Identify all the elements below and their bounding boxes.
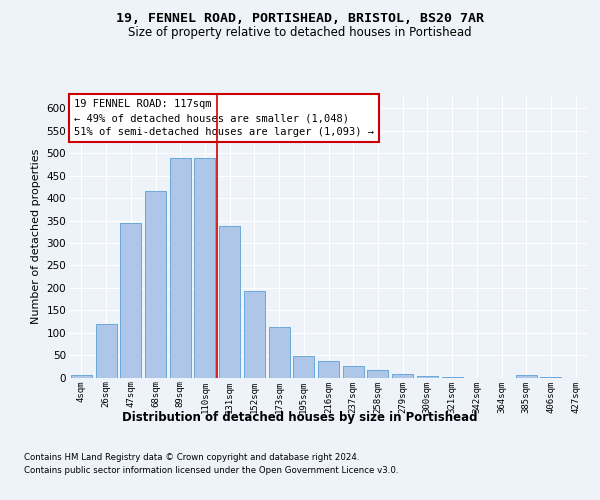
Bar [219,226,240,378]
Text: Size of property relative to detached houses in Portishead: Size of property relative to detached ho… [128,26,472,39]
Text: 19 FENNEL ROAD: 117sqm
← 49% of detached houses are smaller (1,048)
51% of semi-: 19 FENNEL ROAD: 117sqm ← 49% of detached… [74,99,374,137]
Bar [269,328,290,378]
Text: Distribution of detached houses by size in Portishead: Distribution of detached houses by size … [122,411,478,424]
Bar [71,376,92,378]
Y-axis label: Number of detached properties: Number of detached properties [31,148,41,324]
Bar [318,362,339,378]
Bar [293,356,314,378]
Bar [392,374,413,378]
Bar [145,192,166,378]
Text: 19, FENNEL ROAD, PORTISHEAD, BRISTOL, BS20 7AR: 19, FENNEL ROAD, PORTISHEAD, BRISTOL, BS… [116,12,484,26]
Bar [516,376,537,378]
Bar [417,376,438,378]
Text: Contains public sector information licensed under the Open Government Licence v3: Contains public sector information licen… [24,466,398,475]
Bar [95,324,116,378]
Bar [170,158,191,378]
Bar [120,223,141,378]
Bar [343,366,364,378]
Bar [244,292,265,378]
Text: Contains HM Land Registry data © Crown copyright and database right 2024.: Contains HM Land Registry data © Crown c… [24,452,359,462]
Bar [367,370,388,378]
Bar [194,158,215,378]
